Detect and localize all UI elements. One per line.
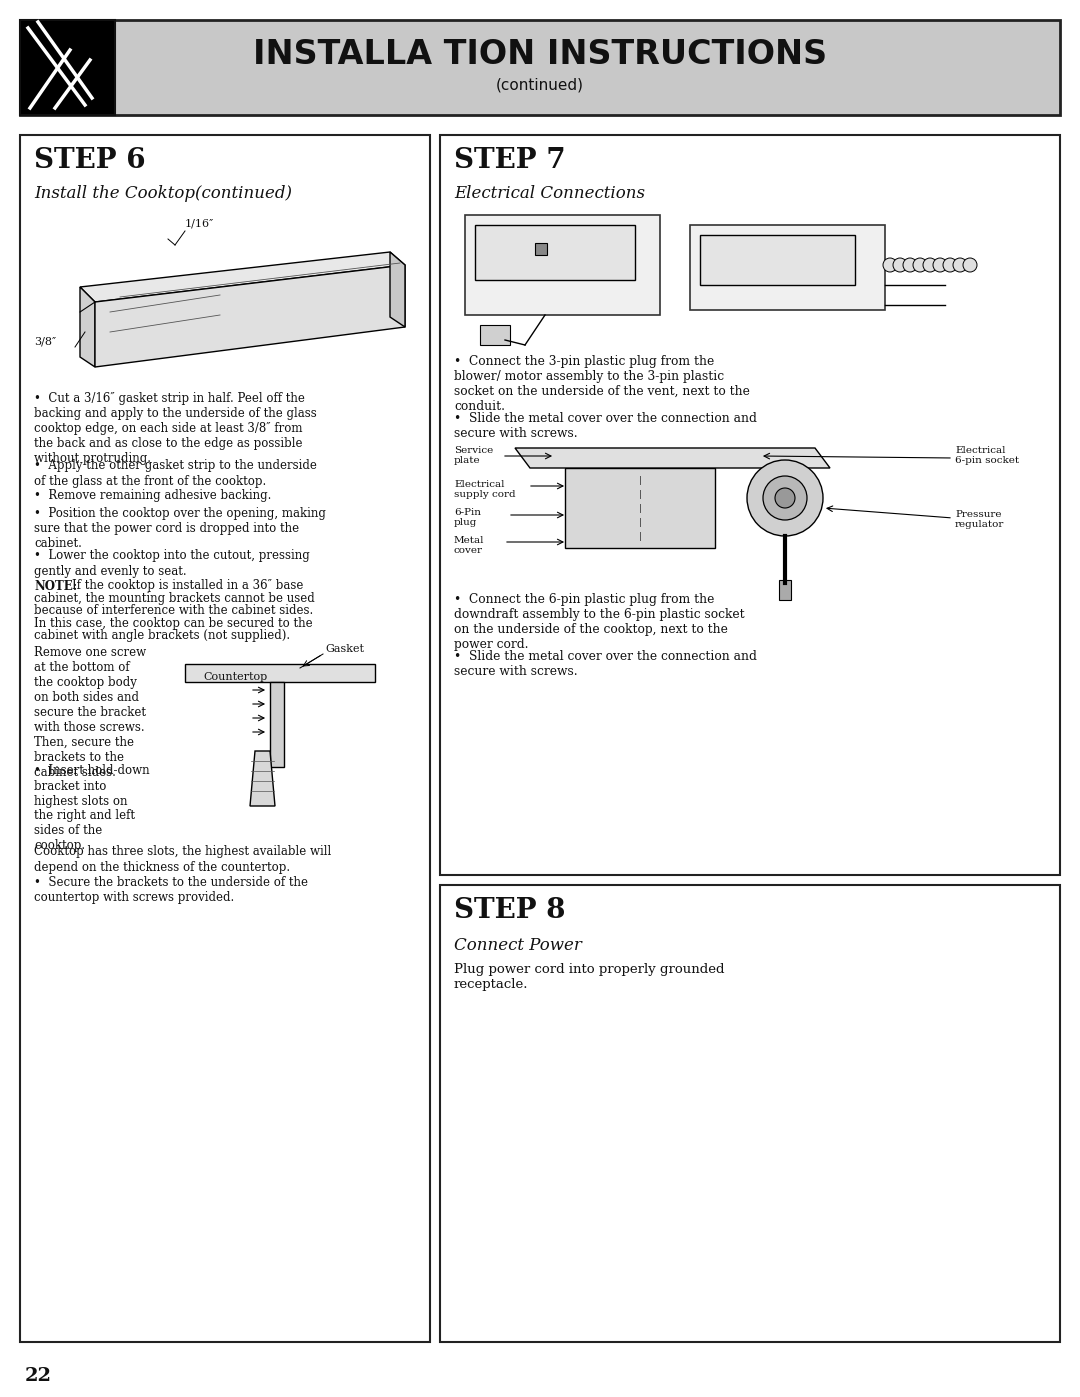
Text: Metal
cover: Metal cover — [454, 536, 485, 556]
Polygon shape — [80, 251, 405, 302]
Bar — [535, 243, 546, 256]
Text: 22: 22 — [25, 1368, 52, 1384]
Text: because of interference with the cabinet sides.: because of interference with the cabinet… — [33, 605, 313, 617]
Bar — [440, 136, 1059, 875]
Bar — [565, 468, 715, 548]
Circle shape — [903, 258, 917, 272]
Text: 1/16″: 1/16″ — [185, 219, 214, 229]
Text: •  Lower the cooktop into the cutout, pressing
gently and evenly to seat.: • Lower the cooktop into the cutout, pre… — [33, 549, 310, 577]
Circle shape — [953, 258, 967, 272]
Text: cabinet with angle brackets (not supplied).: cabinet with angle brackets (not supplie… — [33, 630, 291, 643]
Polygon shape — [390, 251, 405, 327]
Bar — [700, 235, 855, 285]
Text: Gasket: Gasket — [325, 644, 364, 654]
Bar — [21, 20, 1059, 115]
Text: Electrical Connections: Electrical Connections — [454, 184, 645, 203]
Bar — [21, 20, 114, 115]
Bar — [605, 453, 623, 467]
Text: Remove one screw
at the bottom of
the cooktop body
on both sides and
secure the : Remove one screw at the bottom of the co… — [33, 645, 146, 780]
Text: Cooktop has three slots, the highest available will
depend on the thickness of t: Cooktop has three slots, the highest ava… — [33, 845, 332, 873]
Text: Service
plate: Service plate — [454, 446, 494, 465]
Circle shape — [747, 460, 823, 536]
Text: Countertop: Countertop — [203, 672, 267, 682]
Circle shape — [775, 488, 795, 509]
Bar — [635, 453, 649, 467]
Bar — [21, 136, 430, 1343]
Text: STEP 6: STEP 6 — [33, 147, 146, 175]
Text: •  Secure the brackets to the underside of the
countertop with screws provided.: • Secure the brackets to the underside o… — [33, 876, 308, 904]
Circle shape — [883, 258, 897, 272]
Bar — [475, 225, 635, 279]
Text: •  Insert hold-down
bracket into
highest slots on
the right and left
sides of th: • Insert hold-down bracket into highest … — [33, 764, 150, 852]
Polygon shape — [515, 448, 831, 468]
Text: Electrical
6-pin socket: Electrical 6-pin socket — [955, 446, 1020, 465]
Text: •  Slide the metal cover over the connection and
secure with screws.: • Slide the metal cover over the connect… — [454, 650, 757, 678]
Polygon shape — [95, 265, 405, 367]
Text: •  Apply the other gasket strip to the underside
of the glass at the front of th: • Apply the other gasket strip to the un… — [33, 460, 316, 488]
Text: 3/8″: 3/8″ — [33, 337, 56, 346]
Text: 6-Pin
plug: 6-Pin plug — [454, 509, 481, 528]
Circle shape — [893, 258, 907, 272]
Polygon shape — [80, 286, 95, 367]
Circle shape — [963, 258, 977, 272]
Circle shape — [913, 258, 927, 272]
Circle shape — [943, 258, 957, 272]
Text: STEP 7: STEP 7 — [454, 147, 566, 175]
Text: •  Position the cooktop over the opening, making
sure that the power cord is dro: • Position the cooktop over the opening,… — [33, 507, 326, 550]
Text: •  Cut a 3/16″ gasket strip in half. Peel off the
backing and apply to the under: • Cut a 3/16″ gasket strip in half. Peel… — [33, 393, 316, 465]
Text: Pressure
regulator: Pressure regulator — [955, 510, 1004, 529]
Text: NOTE:: NOTE: — [33, 580, 77, 592]
Bar — [779, 580, 791, 599]
Text: Install the Cooktop(continued): Install the Cooktop(continued) — [33, 184, 292, 203]
Bar — [690, 225, 885, 310]
Text: Plug power cord into properly grounded
receptacle.: Plug power cord into properly grounded r… — [454, 963, 725, 990]
Text: •  Slide the metal cover over the connection and
secure with screws.: • Slide the metal cover over the connect… — [454, 412, 757, 440]
Bar — [465, 215, 660, 314]
Bar — [480, 326, 510, 345]
Circle shape — [762, 476, 807, 520]
Bar — [185, 664, 375, 682]
Text: cabinet, the mounting brackets cannot be used: cabinet, the mounting brackets cannot be… — [33, 592, 314, 605]
Bar — [270, 682, 284, 767]
Text: STEP 8: STEP 8 — [454, 897, 566, 923]
Text: •  Connect the 3-pin plastic plug from the
blower/ motor assembly to the 3-pin p: • Connect the 3-pin plastic plug from th… — [454, 355, 750, 414]
Bar — [440, 886, 1059, 1343]
Text: Electrical
supply cord: Electrical supply cord — [454, 481, 515, 499]
Text: •  Remove remaining adhesive backing.: • Remove remaining adhesive backing. — [33, 489, 271, 503]
Circle shape — [933, 258, 947, 272]
Text: If the cooktop is installed in a 36″ base: If the cooktop is installed in a 36″ bas… — [72, 580, 303, 592]
Polygon shape — [249, 752, 275, 806]
Circle shape — [923, 258, 937, 272]
Text: (continued): (continued) — [496, 78, 584, 94]
Text: •  Connect the 6-pin plastic plug from the
downdraft assembly to the 6-pin plast: • Connect the 6-pin plastic plug from th… — [454, 592, 744, 651]
Text: INSTALLA TION INSTRUCTIONS: INSTALLA TION INSTRUCTIONS — [253, 38, 827, 71]
Text: In this case, the cooktop can be secured to the: In this case, the cooktop can be secured… — [33, 617, 312, 630]
Text: Connect Power: Connect Power — [454, 937, 582, 954]
